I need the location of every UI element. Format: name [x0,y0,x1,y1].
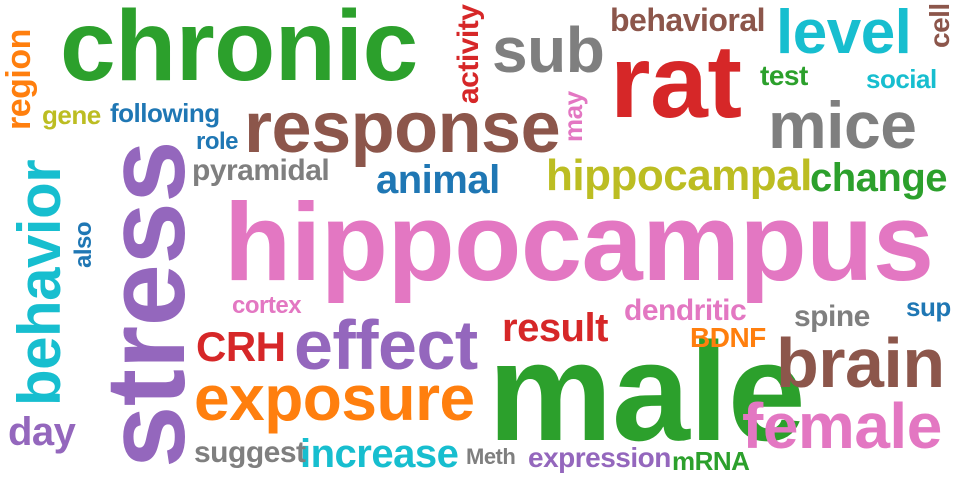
word-behavioral: behavioral [610,2,766,38]
word-cell: cell [924,3,955,48]
word-rat: rat [610,24,742,140]
word-mice: mice [768,88,917,162]
word-may: may [558,91,588,142]
word-response: response [244,88,561,168]
word-increase: increase [300,432,459,476]
word-test: test [760,60,808,91]
word-meth: Meth [466,444,516,469]
word-sup: sup [906,292,951,322]
word-pyramidal: pyramidal [192,154,330,187]
word-expression: expression [528,442,671,473]
word-gene: gene [42,100,101,130]
word-social: social [866,64,937,94]
word-dendritic: dendritic [624,294,747,327]
word-exposure: exposure [194,362,475,434]
word-animal: animal [376,158,500,202]
word-effect: effect [294,306,478,384]
word-crh: CRH [196,323,286,370]
word-brain: brain [776,324,945,402]
word-cortex: cortex [232,292,302,319]
word-chronic: chronic [60,0,418,102]
word-following: following [110,98,220,128]
word-region: region [0,29,38,130]
word-day: day [8,410,76,454]
word-bdnf: BDNF [690,322,766,353]
word-behavior: behavior [6,159,73,406]
word-stress: stress [83,140,208,468]
word-role: role [196,128,239,155]
word-male: male [488,313,806,470]
word-level: level [776,0,912,67]
word-suggest: suggest [194,436,306,469]
word-activity: activity [452,4,485,104]
word-female: female [742,390,942,462]
word-result: result [502,306,608,350]
word-sub: sub [492,14,605,86]
word-hippocampal: hippocampal [546,151,812,200]
word-also: also [70,221,97,268]
word-hippocampus: hippocampus [224,181,934,304]
word-mrna: mRNA [672,446,750,476]
word-spine: spine [794,300,870,333]
word-change: change [810,156,948,200]
